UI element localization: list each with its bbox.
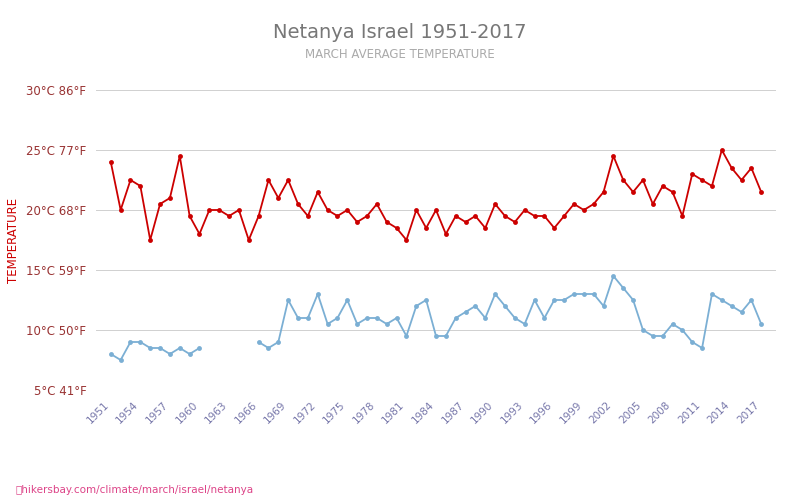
Text: MARCH AVERAGE TEMPERATURE: MARCH AVERAGE TEMPERATURE bbox=[305, 48, 495, 60]
Text: Netanya Israel 1951-2017: Netanya Israel 1951-2017 bbox=[274, 22, 526, 42]
Text: 📍hikersbay.com/climate/march/israel/netanya: 📍hikersbay.com/climate/march/israel/neta… bbox=[16, 485, 254, 495]
Y-axis label: TEMPERATURE: TEMPERATURE bbox=[7, 198, 21, 282]
